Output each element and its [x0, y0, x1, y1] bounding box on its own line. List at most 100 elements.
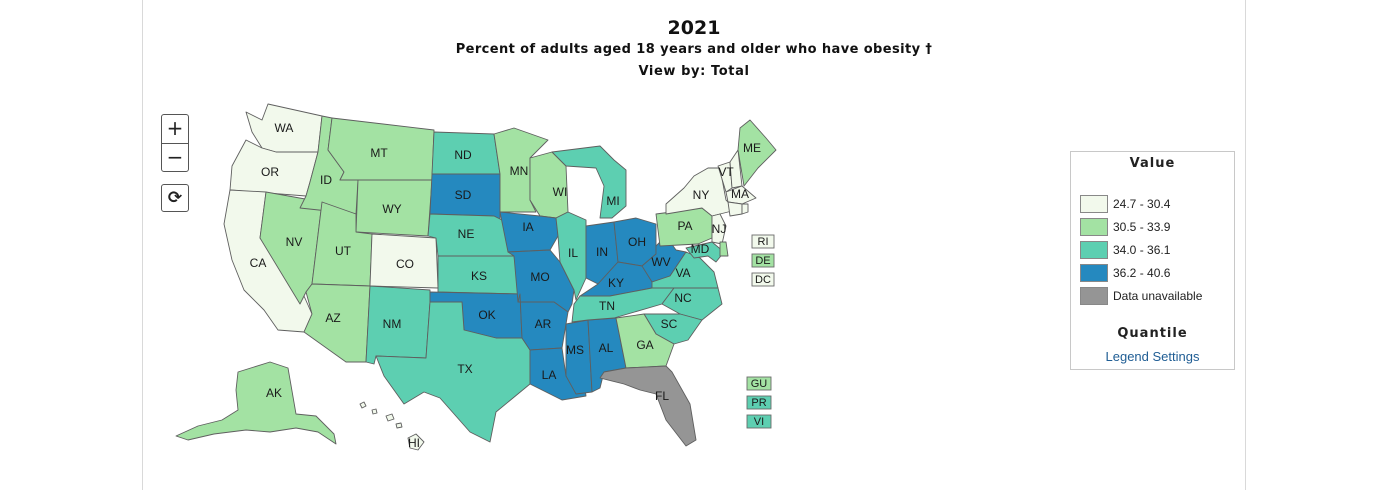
state-nj[interactable] [711, 213, 727, 245]
chip-vi[interactable] [746, 414, 772, 429]
label-ak: AK [266, 386, 282, 400]
state-md[interactable] [685, 241, 725, 263]
label-co: CO [396, 257, 414, 271]
label-sd: SD [455, 188, 472, 202]
label-mn: MN [510, 164, 529, 178]
state-ms[interactable] [565, 319, 593, 395]
label-vi: VI [754, 416, 764, 428]
map-panel [142, 0, 1246, 490]
label-me: ME [743, 141, 761, 155]
zoom-out-button[interactable]: − [162, 143, 188, 172]
label-ut: UT [335, 244, 352, 258]
zoom-controls: + − [161, 114, 189, 172]
label-nd: ND [454, 148, 472, 162]
chip-de[interactable] [751, 253, 775, 268]
state-me[interactable] [737, 119, 777, 187]
state-labels: WA OR CA NV ID MT WY UT CO AZ NM ND SD N… [250, 121, 771, 450]
state-ri[interactable] [741, 203, 749, 215]
legend-item: 24.7 - 30.4 [1080, 194, 1170, 214]
legend-swatch [1080, 195, 1108, 213]
label-ca: CA [250, 256, 267, 270]
legend-label: Data unavailable [1113, 289, 1203, 303]
map-year-title: 2021 [667, 17, 721, 39]
legend-swatch [1080, 218, 1108, 236]
label-ar: AR [535, 317, 552, 331]
hi-small-islands [359, 401, 403, 429]
label-al: AL [599, 341, 614, 355]
label-pr: PR [751, 397, 766, 409]
map-legend: Value 24.7 - 30.4 30.5 - 33.9 34.0 - 36.… [1070, 151, 1235, 370]
label-nj: NJ [712, 222, 727, 236]
state-hi[interactable] [407, 433, 425, 451]
state-mi[interactable] [551, 145, 627, 219]
label-ri: RI [758, 236, 769, 248]
label-oh: OH [628, 235, 646, 249]
chip-ri[interactable] [751, 234, 775, 249]
label-mo: MO [530, 270, 549, 284]
label-nc: NC [674, 291, 692, 305]
label-ok: OK [478, 308, 495, 322]
legend-item: 34.0 - 36.1 [1080, 240, 1170, 260]
label-tx: TX [457, 362, 472, 376]
label-wv: WV [651, 255, 670, 269]
legend-item: 30.5 - 33.9 [1080, 217, 1170, 237]
chip-dc[interactable] [751, 272, 775, 287]
state-il[interactable] [555, 211, 587, 301]
label-ks: KS [471, 269, 487, 283]
label-md: MD [691, 242, 710, 256]
chip-pr[interactable] [746, 395, 772, 410]
label-pa: PA [677, 219, 692, 233]
legend-swatch [1080, 287, 1108, 305]
zoom-in-button[interactable]: + [166, 116, 184, 140]
label-nv: NV [286, 235, 303, 249]
label-de: DE [755, 255, 770, 267]
label-sc: SC [661, 317, 678, 331]
label-ia: IA [522, 220, 533, 234]
label-nm: NM [383, 317, 402, 331]
map-subtitle: Percent of adults aged 18 years and olde… [455, 42, 933, 57]
state-tx[interactable] [375, 301, 531, 443]
reset-view-button[interactable]: ⟳ [161, 184, 189, 212]
label-ma: MA [731, 187, 749, 201]
chip-gu[interactable] [746, 376, 772, 391]
label-in: IN [596, 245, 608, 259]
label-ny: NY [693, 188, 710, 202]
label-id: ID [320, 173, 332, 187]
label-va: VA [675, 266, 690, 280]
legend-label: 30.5 - 33.9 [1113, 220, 1171, 234]
label-wa: WA [275, 121, 294, 135]
label-mt: MT [370, 146, 388, 160]
state-fl[interactable] [599, 365, 697, 447]
label-ga: GA [636, 338, 653, 352]
state-ak[interactable] [175, 361, 337, 445]
state-ma[interactable] [725, 185, 757, 205]
label-la: LA [542, 368, 557, 382]
state-ct[interactable] [727, 201, 743, 217]
view-by-label: View by: Total [638, 64, 750, 79]
label-il: IL [568, 246, 578, 260]
legend-label: 34.0 - 36.1 [1113, 243, 1171, 257]
label-ne: NE [458, 227, 475, 241]
legend-item: 36.2 - 40.6 [1080, 263, 1170, 283]
legend-classification: Quantile [1117, 326, 1188, 341]
label-or: OR [261, 165, 279, 179]
legend-swatch [1080, 241, 1108, 259]
label-tn: TN [599, 299, 615, 313]
label-mi: MI [606, 194, 619, 208]
state-va[interactable] [651, 251, 719, 289]
label-fl: FL [655, 389, 669, 403]
label-vt: VT [718, 165, 734, 179]
legend-swatch [1080, 264, 1108, 282]
label-az: AZ [325, 311, 340, 325]
state-mo[interactable] [507, 249, 575, 313]
label-wy: WY [382, 202, 401, 216]
legend-label: 36.2 - 40.6 [1113, 266, 1171, 280]
label-ms: MS [566, 343, 584, 357]
state-de[interactable] [719, 241, 729, 257]
legend-title: Value [1129, 156, 1176, 171]
label-ky: KY [608, 276, 624, 290]
legend-label: 24.7 - 30.4 [1113, 197, 1171, 211]
label-dc: DC [755, 274, 771, 286]
legend-settings-link[interactable]: Legend Settings [1105, 349, 1200, 364]
